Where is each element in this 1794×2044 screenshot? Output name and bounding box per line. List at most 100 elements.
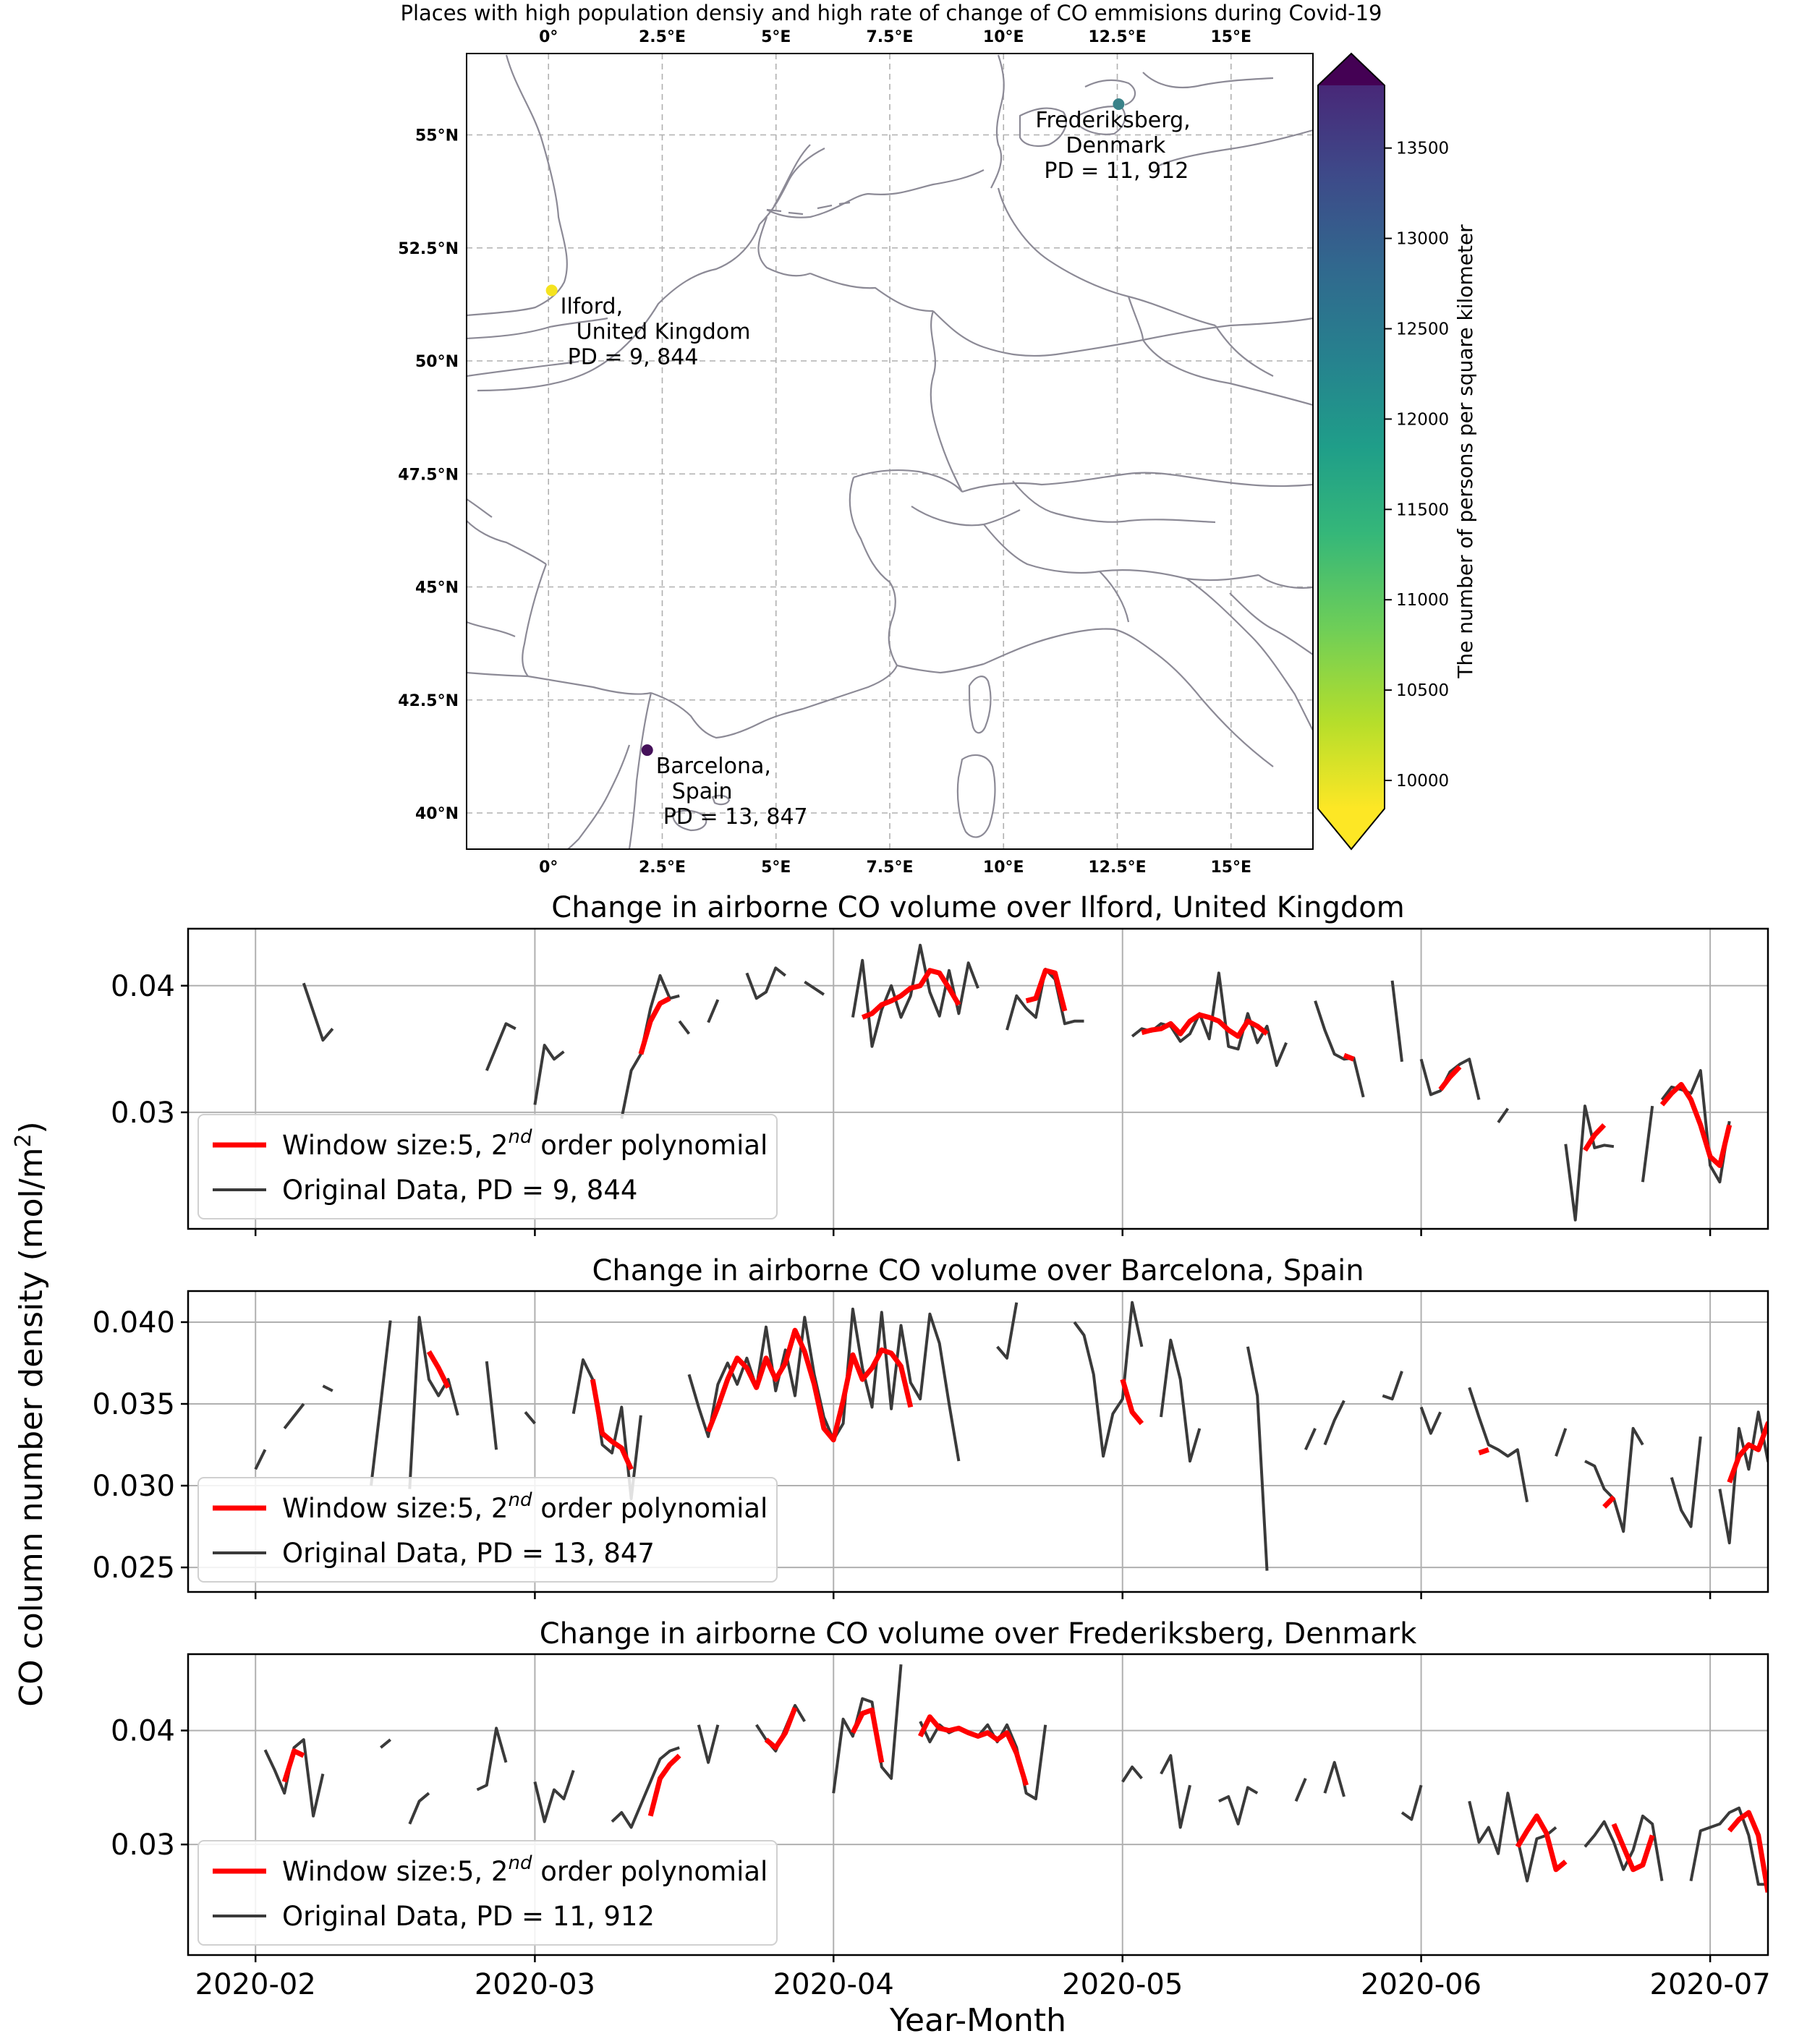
map-title: Places with high population densiy and h… — [400, 1, 1382, 25]
raw-data-line — [1583, 1814, 1664, 1881]
map-lat-tick: 52.5°N — [398, 240, 459, 258]
map-lat-tick: 47.5°N — [398, 466, 459, 484]
raw-data-line — [804, 980, 825, 996]
raw-data-line — [707, 999, 720, 1023]
city-name: Frederiksberg, — [1035, 108, 1190, 133]
panel-frame — [187, 1653, 1769, 1956]
smoothed-line — [1659, 1081, 1733, 1168]
x-tick-label: 2020-03 — [475, 1968, 595, 2001]
legend-box — [197, 1114, 778, 1219]
map-lon-tick-bottom: 0° — [539, 859, 558, 877]
smoothed-line — [1343, 1052, 1355, 1062]
smoothed-line — [1611, 1823, 1655, 1873]
city-pd: PD = 13, 847 — [663, 804, 808, 830]
raw-data-line — [697, 1724, 720, 1764]
map-lon-tick-bottom: 15°E — [1210, 859, 1251, 877]
raw-data-line — [1131, 971, 1288, 1068]
map-lon-tick-bottom: 5°E — [761, 859, 791, 877]
raw-data-line — [1323, 1760, 1346, 1797]
smoothed-line — [638, 996, 671, 1055]
smoothed-line — [1438, 1065, 1462, 1091]
smoothed-line — [1478, 1447, 1489, 1456]
raw-data-line — [302, 982, 334, 1042]
smoothed-line — [1583, 1123, 1607, 1152]
map-lon-tick-top: 12.5°E — [1088, 28, 1146, 46]
raw-data-line — [1382, 1371, 1403, 1401]
city-marker — [641, 744, 653, 757]
raw-data-line — [678, 1020, 691, 1035]
map-lon-tick-top: 0° — [539, 28, 558, 46]
smoothed-line — [705, 1327, 914, 1443]
city-country: Spain — [672, 779, 733, 804]
raw-data-line — [1218, 1786, 1259, 1826]
raw-data-line — [851, 943, 979, 1048]
y-tick-label: 0.03 — [111, 1096, 175, 1130]
map-lon-tick-bottom: 7.5°E — [866, 859, 913, 877]
time-series-panel: Change in airborne CO volume over Barcel… — [92, 1254, 1769, 1599]
map-lon-tick-top: 2.5°E — [639, 28, 686, 46]
raw-data-line — [832, 1664, 903, 1794]
raw-data-line — [283, 1402, 305, 1430]
colorbar-label: The number of persons per square kilomet… — [1453, 224, 1477, 679]
panel-title: Change in airborne CO volume over Freder… — [540, 1617, 1417, 1651]
colorbar-tick-label: 10000 — [1396, 772, 1449, 791]
map-lon-tick-bottom: 2.5°E — [639, 859, 686, 877]
city-name: Barcelona, — [656, 754, 771, 779]
colorbar-extend-top — [1318, 54, 1385, 85]
raw-data-line — [1314, 1000, 1365, 1098]
map-lon-tick-top: 10°E — [983, 28, 1024, 46]
raw-data-line — [1564, 1104, 1615, 1222]
smoothed-line — [647, 1753, 681, 1817]
map-lon-tick-top: 5°E — [761, 28, 791, 46]
city-country: Denmark — [1066, 133, 1166, 158]
raw-data-line — [524, 1411, 536, 1425]
smoothed-line — [861, 968, 961, 1020]
raw-data-line — [1718, 1410, 1768, 1545]
city-marker — [1113, 98, 1125, 110]
raw-data-line — [1670, 1436, 1702, 1528]
y-tick-label: 0.03 — [111, 1828, 175, 1862]
raw-data-line — [1246, 1346, 1269, 1571]
map-lat-tick: 42.5°N — [398, 692, 459, 710]
raw-data-line — [370, 1320, 392, 1486]
x-tick-label: 2020-06 — [1361, 1968, 1481, 2001]
raw-data-line — [996, 1302, 1019, 1360]
raw-data-line — [408, 1316, 459, 1489]
time-series-panels: Change in airborne CO volume over Ilford… — [92, 891, 1770, 2001]
map-frame — [466, 53, 1314, 850]
panel-legend: Window size:5, 2nd order polynomial Origi… — [197, 1840, 778, 1946]
x-tick-label: 2020-02 — [195, 1968, 316, 2001]
raw-data-line — [533, 1770, 575, 1823]
map-lon-tick-top: 15°E — [1210, 28, 1251, 46]
y-axis-label-main: CO column number density (mol/m — [13, 1148, 50, 1707]
colorbar-tick-label: 11000 — [1396, 591, 1449, 610]
legend-label-raw: Original Data, PD = 11, 912 — [282, 1901, 655, 1932]
map-lon-tick-top: 7.5°E — [866, 28, 913, 46]
raw-data-line — [1419, 1406, 1442, 1435]
legend-box — [197, 1477, 778, 1583]
raw-data-line — [380, 1738, 391, 1749]
smoothed-line — [281, 1748, 305, 1783]
colorbar: 10000 10500 11000 11500 12000 12500 13000 13500… — [1317, 52, 1477, 851]
smoothed-line — [1025, 968, 1068, 1012]
smoothed-line — [850, 1707, 885, 1763]
smoothed-line — [917, 1714, 1029, 1787]
raw-data-line — [1641, 1105, 1654, 1183]
panel-series — [302, 943, 1733, 1222]
panel-frame — [187, 1290, 1769, 1593]
map-lon-ticks-bottom: 0° 2.5°E 5°E 7.5°E 10°E 12.5°E 15°E — [539, 859, 1251, 877]
x-axis-label: Year-Month — [889, 2002, 1066, 2039]
raw-data-line — [322, 1384, 333, 1392]
panel-legend: Window size:5, 2nd order polynomial Origi… — [197, 1114, 778, 1219]
raw-data-line — [485, 1360, 498, 1450]
raw-data-line — [687, 1307, 961, 1462]
raw-data-line — [254, 1449, 267, 1470]
map-lat-ticks: 55°N 52.5°N 50°N 47.5°N 45°N 42.5°N 40°N — [398, 127, 459, 824]
map-lon-tick-bottom: 10°E — [983, 859, 1024, 877]
raw-data-line — [1497, 1107, 1510, 1124]
city-name: Ilford, — [561, 294, 623, 320]
map-lat-tick: 50°N — [415, 353, 459, 371]
